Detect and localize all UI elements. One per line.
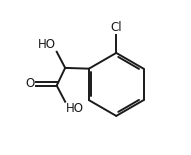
Text: O: O (25, 77, 35, 90)
Text: HO: HO (66, 102, 84, 115)
Text: Cl: Cl (110, 22, 122, 35)
Text: HO: HO (38, 38, 56, 51)
